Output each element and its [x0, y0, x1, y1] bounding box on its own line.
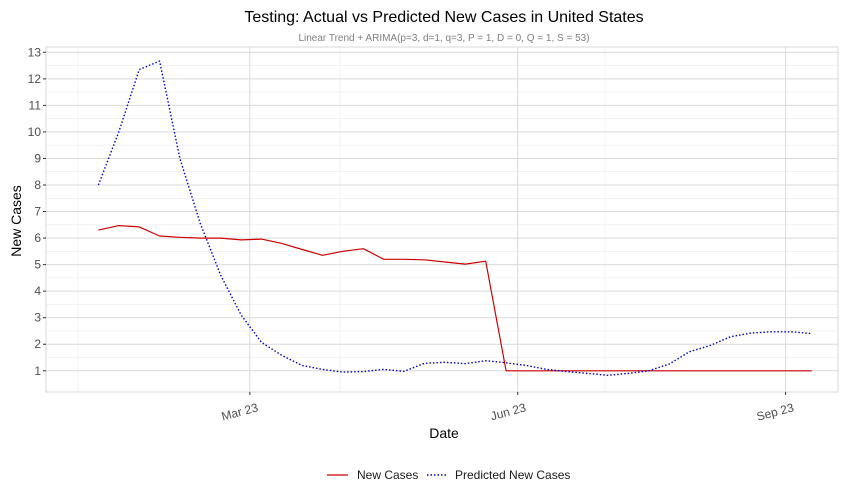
y-tick-label: 5 — [34, 258, 41, 272]
chart-subtitle: Linear Trend + ARIMA(p=3, d=1, q=3, P = … — [298, 33, 589, 44]
y-tick-label: 4 — [34, 284, 41, 298]
y-axis-title: New Cases — [8, 185, 24, 257]
y-tick-label: 8 — [34, 178, 41, 192]
y-tick-label: 6 — [34, 231, 41, 245]
y-tick-label: 2 — [34, 337, 41, 351]
x-tick-label: Sep 23 — [755, 400, 796, 423]
series-lines — [97, 60, 812, 376]
legend: New Cases Predicted New Cases — [327, 468, 570, 482]
y-tick-label: 12 — [28, 72, 42, 86]
chart-title: Testing: Actual vs Predicted New Cases i… — [244, 9, 643, 26]
y-tick-label: 11 — [29, 98, 42, 112]
legend-label-new-cases: New Cases — [357, 468, 418, 482]
y-tick-label: 13 — [28, 45, 42, 59]
x-tick-label: Jun 23 — [489, 400, 528, 423]
y-tick-label: 9 — [34, 151, 41, 165]
y-tick-label: 3 — [34, 311, 41, 325]
x-tick-label: Mar 23 — [220, 400, 260, 423]
y-tick-label: 7 — [34, 205, 41, 219]
x-axis-title: Date — [429, 425, 459, 441]
y-tick-label: 1 — [34, 364, 41, 378]
series-line-predicted-new-cases — [97, 60, 812, 376]
y-tick-label: 10 — [28, 125, 42, 139]
legend-label-predicted-new-cases: Predicted New Cases — [455, 468, 570, 482]
plot-panel — [46, 47, 838, 392]
plot-border — [45, 46, 839, 393]
grid — [45, 46, 839, 393]
series-line-new-cases — [98, 225, 812, 372]
